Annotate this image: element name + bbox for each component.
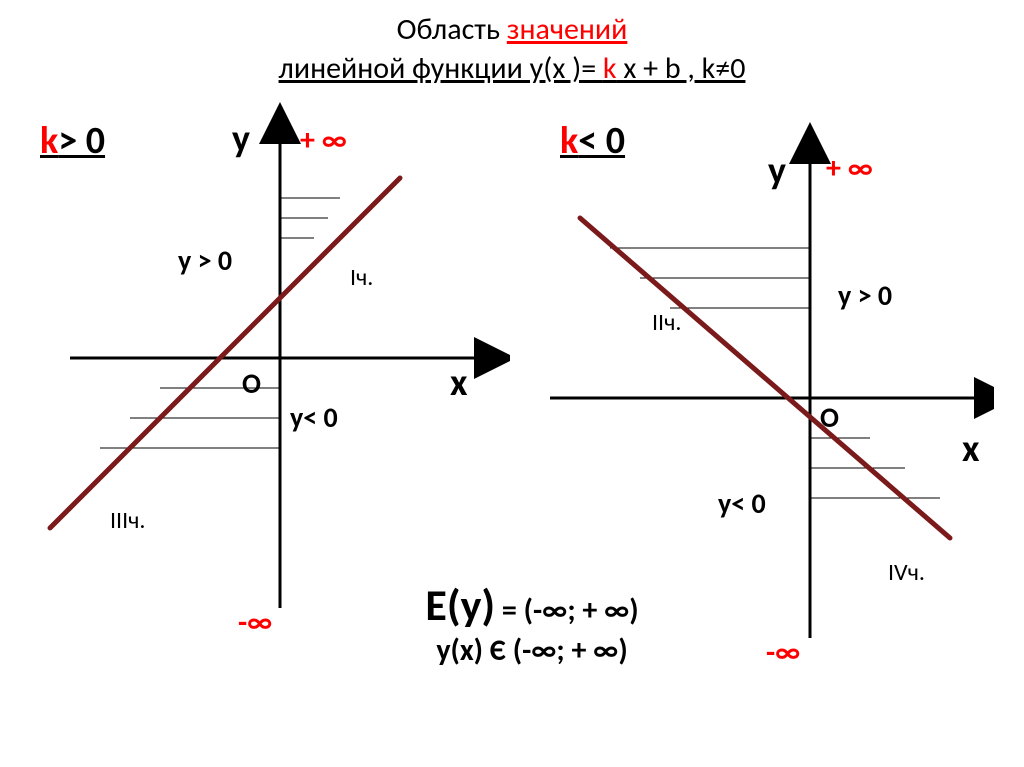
right-x-label: x: [962, 426, 979, 472]
left-q3: IIIч.: [110, 506, 145, 535]
left-q1: Iч.: [350, 263, 373, 292]
title-block: Область значений линейной функции y(x )=…: [20, 10, 1004, 88]
left-origin: О: [242, 366, 261, 401]
title-k: k: [603, 50, 617, 87]
right-plus-inf: + ∞: [826, 150, 873, 187]
title-red: значений: [507, 11, 628, 48]
right-k-rest: < 0: [578, 118, 625, 164]
left-k-label: k> 0: [40, 118, 105, 164]
title-post2: x + b , k≠0: [617, 50, 746, 87]
title-line2: линейной функции y(x )= k x + b , k≠0: [20, 49, 1004, 88]
right-q4: IVч.: [888, 558, 925, 587]
left-ygt: y > 0: [178, 243, 232, 278]
title-pre1: Область: [397, 11, 507, 48]
right-y-label: y: [768, 148, 786, 194]
title-pre2: линейной функции y(x )=: [279, 50, 603, 87]
right-ylt: y< 0: [718, 486, 766, 521]
right-chart: k< 0 y + ∞ y > 0 IIч. О x y< 0 IVч. -∞: [510, 98, 994, 658]
right-q2: IIч.: [652, 308, 681, 337]
right-ygt: y > 0: [838, 278, 892, 313]
left-x-label: x: [450, 360, 467, 406]
charts-row: k> 0 y + ∞ y > 0 Iч. О x y< 0 IIIч. -∞ k…: [20, 98, 1004, 658]
left-y-label: y: [232, 116, 250, 162]
right-k-label: k< 0: [560, 118, 625, 164]
left-k-k: k: [40, 118, 58, 164]
left-ylt: y< 0: [290, 400, 338, 435]
left-chart: k> 0 y + ∞ y > 0 Iч. О x y< 0 IIIч. -∞: [20, 98, 510, 658]
title-line1: Область значений: [20, 10, 1004, 49]
left-minus-inf: -∞: [238, 604, 272, 641]
right-origin: О: [820, 400, 839, 435]
left-svg: [20, 98, 510, 658]
left-plus-inf: + ∞: [300, 122, 347, 159]
right-k-k: k: [560, 118, 578, 164]
right-minus-inf: -∞: [766, 634, 800, 671]
left-k-rest: > 0: [58, 118, 105, 164]
